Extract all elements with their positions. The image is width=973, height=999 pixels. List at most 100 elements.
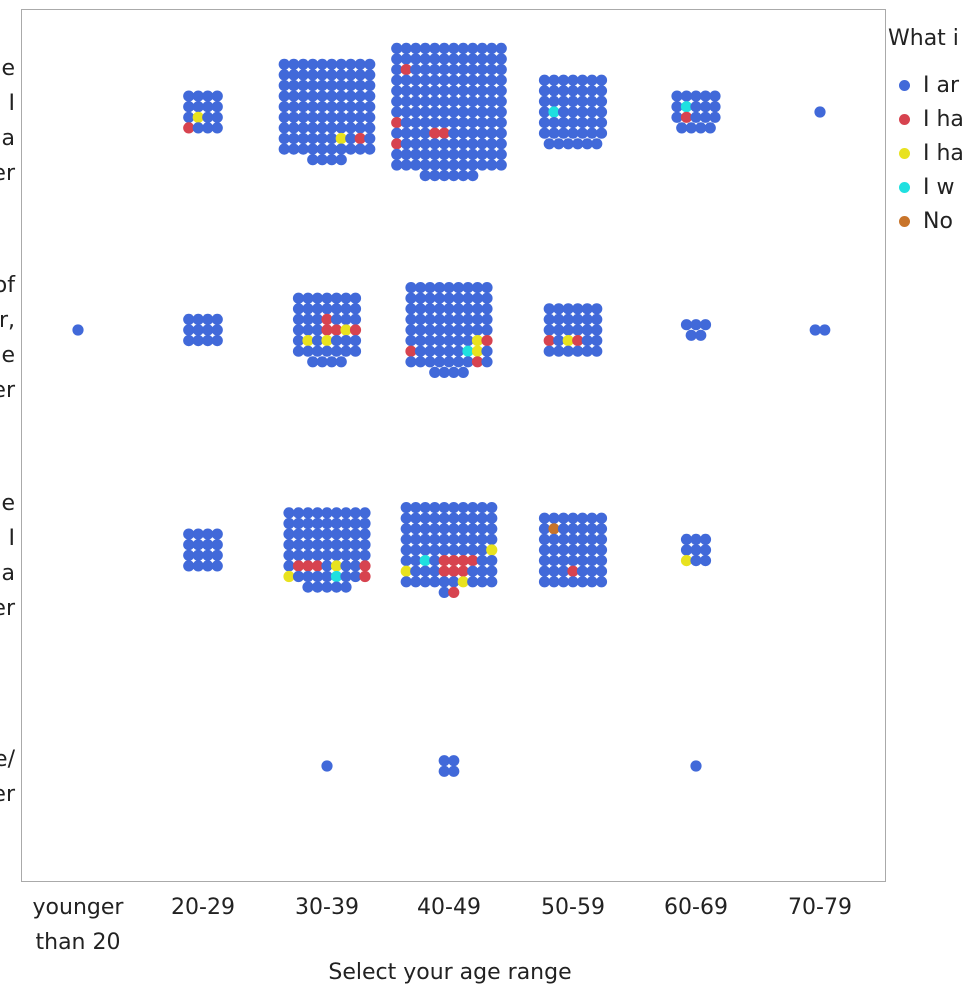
data-point[interactable] bbox=[457, 106, 469, 118]
data-point[interactable] bbox=[586, 576, 598, 588]
data-point[interactable] bbox=[443, 313, 455, 325]
data-point[interactable] bbox=[288, 122, 300, 134]
data-point[interactable] bbox=[278, 69, 290, 81]
legend-item[interactable]: I ha bbox=[888, 102, 964, 136]
data-point[interactable] bbox=[307, 101, 319, 113]
data-point[interactable] bbox=[476, 74, 488, 86]
data-point[interactable] bbox=[391, 42, 403, 55]
data-point[interactable] bbox=[326, 101, 338, 113]
data-point[interactable] bbox=[548, 74, 560, 86]
data-point[interactable] bbox=[311, 581, 324, 593]
data-point[interactable] bbox=[288, 90, 300, 102]
data-point[interactable] bbox=[462, 345, 474, 357]
data-point[interactable] bbox=[438, 765, 450, 777]
data-point[interactable] bbox=[576, 544, 589, 556]
data-point[interactable] bbox=[364, 101, 376, 113]
data-point[interactable] bbox=[297, 58, 309, 70]
data-point[interactable] bbox=[211, 313, 223, 325]
data-point[interactable] bbox=[354, 69, 366, 81]
data-point[interactable] bbox=[680, 533, 693, 546]
data-point[interactable] bbox=[433, 313, 446, 325]
data-point[interactable] bbox=[438, 170, 450, 182]
data-point[interactable] bbox=[354, 90, 366, 102]
data-point[interactable] bbox=[410, 148, 422, 160]
data-point[interactable] bbox=[486, 85, 498, 97]
data-point[interactable] bbox=[340, 549, 352, 561]
data-point[interactable] bbox=[283, 539, 295, 551]
data-point[interactable] bbox=[429, 106, 441, 118]
data-point[interactable] bbox=[709, 111, 721, 123]
data-point[interactable] bbox=[419, 138, 431, 150]
data-point[interactable] bbox=[576, 127, 589, 139]
data-point[interactable] bbox=[391, 127, 403, 139]
data-point[interactable] bbox=[690, 101, 702, 113]
data-point[interactable] bbox=[316, 79, 328, 92]
data-point[interactable] bbox=[476, 148, 488, 160]
data-point[interactable] bbox=[448, 85, 460, 97]
data-point[interactable] bbox=[553, 313, 565, 325]
data-point[interactable] bbox=[302, 581, 314, 593]
data-point[interactable] bbox=[410, 127, 422, 139]
data-point[interactable] bbox=[278, 111, 290, 123]
data-point[interactable] bbox=[419, 64, 431, 76]
data-point[interactable] bbox=[349, 507, 362, 519]
data-point[interactable] bbox=[335, 154, 347, 166]
data-point[interactable] bbox=[576, 95, 589, 107]
data-point[interactable] bbox=[591, 324, 603, 336]
data-point[interactable] bbox=[349, 345, 362, 357]
data-point[interactable] bbox=[495, 127, 507, 139]
data-point[interactable] bbox=[424, 313, 436, 325]
data-point[interactable] bbox=[448, 765, 460, 777]
data-point[interactable] bbox=[414, 324, 427, 336]
data-point[interactable] bbox=[345, 132, 357, 145]
data-point[interactable] bbox=[586, 127, 598, 139]
data-point[interactable] bbox=[486, 159, 498, 171]
data-point[interactable] bbox=[359, 517, 371, 530]
data-point[interactable] bbox=[302, 324, 314, 336]
data-point[interactable] bbox=[538, 74, 551, 86]
data-point[interactable] bbox=[316, 69, 328, 81]
data-point[interactable] bbox=[316, 132, 328, 145]
data-point[interactable] bbox=[391, 64, 403, 76]
data-point[interactable] bbox=[330, 581, 343, 593]
data-point[interactable] bbox=[330, 313, 343, 325]
data-point[interactable] bbox=[321, 760, 333, 772]
data-point[interactable] bbox=[429, 544, 441, 556]
data-point[interactable] bbox=[467, 565, 479, 577]
data-point[interactable] bbox=[699, 111, 712, 123]
data-point[interactable] bbox=[457, 85, 469, 97]
data-point[interactable] bbox=[467, 512, 479, 524]
data-point[interactable] bbox=[495, 148, 507, 160]
data-point[interactable] bbox=[302, 549, 314, 561]
data-point[interactable] bbox=[548, 576, 560, 588]
data-point[interactable] bbox=[452, 313, 465, 325]
data-point[interactable] bbox=[567, 565, 579, 577]
data-point[interactable] bbox=[410, 502, 422, 514]
data-point[interactable] bbox=[211, 122, 223, 134]
data-point[interactable] bbox=[476, 523, 488, 535]
data-point[interactable] bbox=[302, 335, 314, 347]
data-point[interactable] bbox=[586, 555, 598, 567]
data-point[interactable] bbox=[419, 53, 431, 65]
data-point[interactable] bbox=[438, 544, 450, 556]
data-point[interactable] bbox=[283, 507, 295, 519]
data-point[interactable] bbox=[349, 570, 362, 583]
data-point[interactable] bbox=[414, 335, 427, 347]
data-point[interactable] bbox=[400, 159, 412, 171]
data-point[interactable] bbox=[330, 528, 343, 540]
data-point[interactable] bbox=[345, 143, 357, 155]
data-point[interactable] bbox=[302, 539, 314, 551]
data-point[interactable] bbox=[391, 95, 403, 107]
data-point[interactable] bbox=[467, 159, 479, 171]
data-point[interactable] bbox=[467, 502, 479, 514]
data-point[interactable] bbox=[321, 313, 333, 325]
data-point[interactable] bbox=[278, 90, 290, 102]
data-point[interactable] bbox=[476, 512, 488, 524]
data-point[interactable] bbox=[572, 345, 584, 357]
data-point[interactable] bbox=[438, 502, 450, 514]
data-point[interactable] bbox=[330, 560, 343, 572]
data-point[interactable] bbox=[302, 560, 314, 572]
data-point[interactable] bbox=[595, 106, 608, 118]
data-point[interactable] bbox=[424, 356, 436, 368]
data-point[interactable] bbox=[595, 74, 608, 86]
